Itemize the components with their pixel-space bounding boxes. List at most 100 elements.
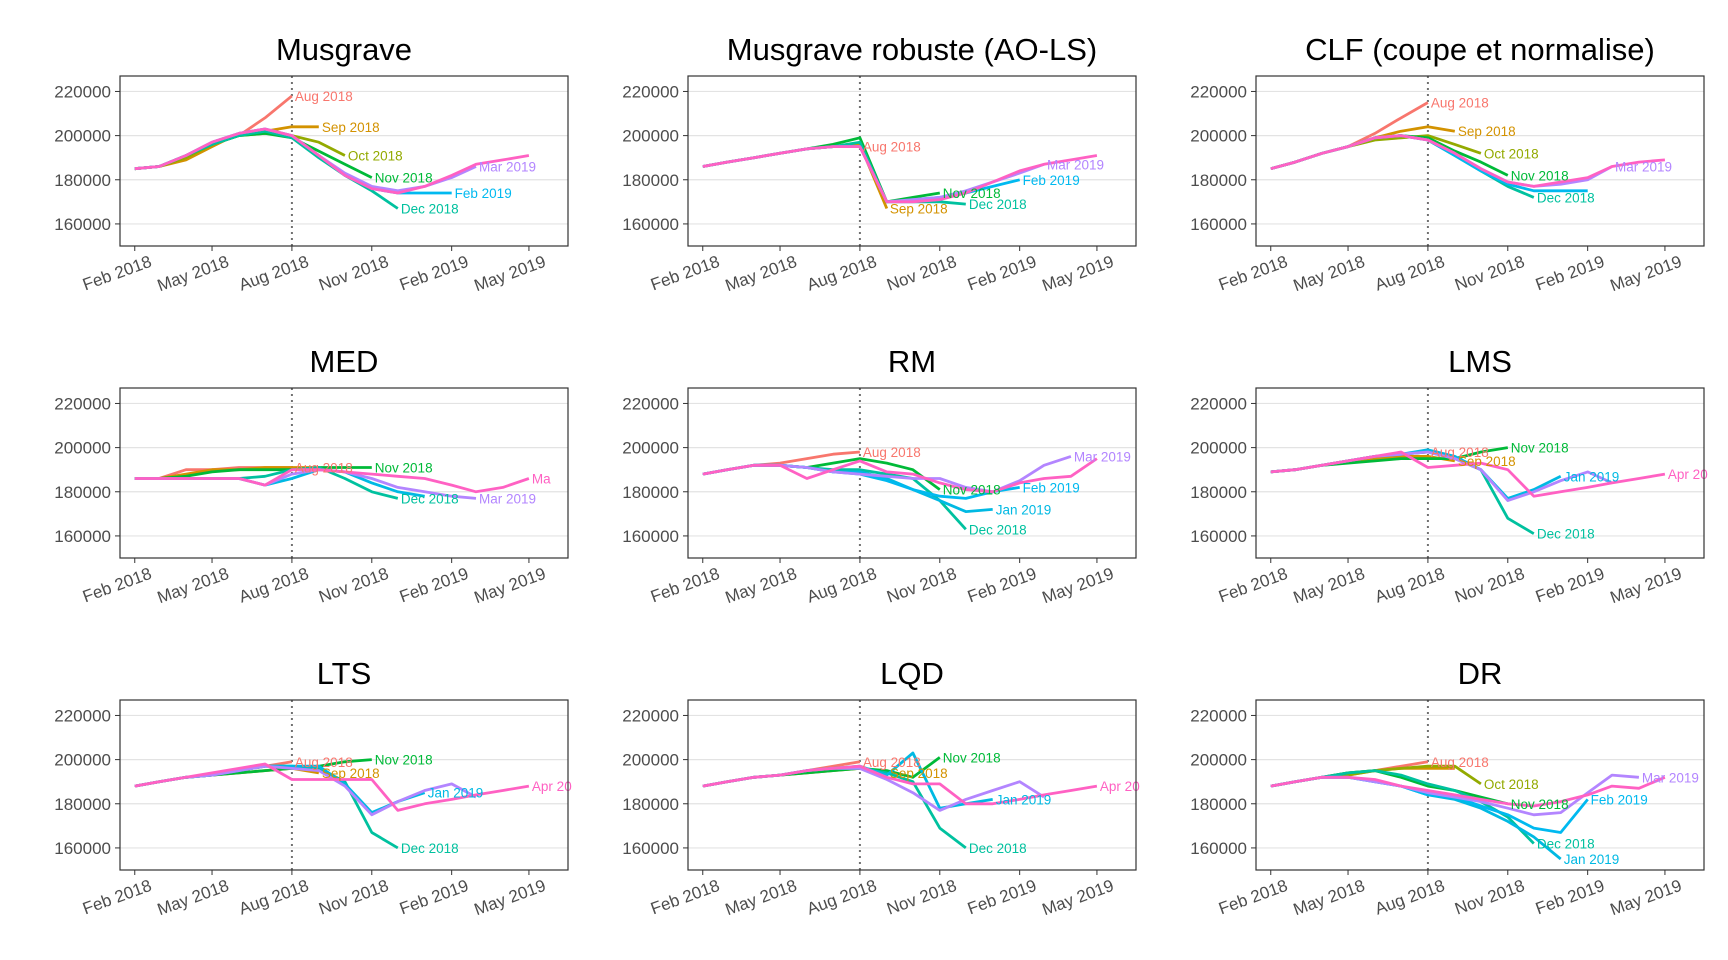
- x-tick-label: Nov 2018: [316, 252, 391, 295]
- x-tick-label: Nov 2018: [1452, 564, 1527, 607]
- x-tick-label: Feb 2019: [965, 564, 1039, 606]
- x-tick-label: Aug 2018: [236, 564, 311, 607]
- x-tick-label: May 2019: [1608, 252, 1685, 295]
- x-tick-label: Feb 2019: [397, 564, 471, 606]
- x-tick-label: May 2019: [472, 876, 549, 919]
- x-tick-label: May 2019: [1608, 876, 1685, 919]
- series-label: Dec 2018: [969, 197, 1027, 212]
- x-tick-label: Nov 2018: [884, 252, 959, 295]
- series-label: Jan 2019: [996, 792, 1052, 807]
- x-tick-label: May 2019: [1608, 564, 1685, 607]
- series-label: Aug 2018: [295, 460, 353, 475]
- x-tick-label: Feb 2018: [648, 564, 722, 606]
- y-tick-label: 200000: [1190, 751, 1247, 770]
- series-label: Nov 2018: [375, 753, 433, 768]
- x-tick-label: Nov 2018: [884, 564, 959, 607]
- chart-title: LTS: [317, 656, 372, 691]
- series-label: Jan 2019: [428, 786, 484, 801]
- y-tick-label: 200000: [54, 439, 111, 458]
- series-label: Sep 2018: [322, 766, 380, 781]
- series-label: Aug 2018: [863, 140, 921, 155]
- x-tick-label: Aug 2018: [804, 252, 879, 295]
- series-label: Ma: [532, 472, 551, 487]
- x-tick-label: Nov 2018: [884, 876, 959, 919]
- y-tick-label: 160000: [1190, 215, 1247, 234]
- series-label: Dec 2018: [1537, 527, 1595, 542]
- y-tick-label: 180000: [622, 171, 679, 190]
- x-tick-label: May 2018: [723, 876, 800, 919]
- chart-title: MED: [310, 344, 379, 379]
- series-label: Sep 2018: [1458, 454, 1516, 469]
- panel-border: [119, 699, 569, 871]
- y-tick-label: 180000: [1190, 795, 1247, 814]
- series-line: [1270, 134, 1666, 188]
- y-tick-label: 200000: [54, 751, 111, 770]
- series-label: Aug 2018: [295, 755, 353, 770]
- y-tick-label: 160000: [54, 527, 111, 546]
- series-label: Feb 2019: [1023, 480, 1080, 495]
- series-line: [134, 764, 477, 817]
- y-tick-label: 200000: [1190, 439, 1247, 458]
- y-tick-label: 160000: [1190, 839, 1247, 858]
- panel-border: [687, 699, 1137, 871]
- series-label: Nov 2018: [1511, 797, 1569, 812]
- series-label: Jan 2019: [1564, 469, 1620, 484]
- x-tick-label: May 2018: [155, 876, 232, 919]
- y-tick-label: 220000: [622, 394, 679, 413]
- y-tick-label: 200000: [54, 127, 111, 146]
- x-tick-label: May 2018: [723, 252, 800, 295]
- series-label: Nov 2018: [1511, 168, 1569, 183]
- x-tick-label: Aug 2018: [236, 252, 311, 295]
- y-tick-label: 180000: [1190, 483, 1247, 502]
- x-tick-label: May 2019: [1040, 564, 1117, 607]
- series-label: Mar 2019: [1074, 449, 1131, 464]
- x-tick-label: Feb 2019: [965, 876, 1039, 918]
- series-label: Nov 2018: [375, 171, 433, 186]
- series-line: [1270, 775, 1666, 808]
- x-tick-label: Feb 2018: [1216, 252, 1290, 294]
- x-tick-label: Nov 2018: [316, 876, 391, 919]
- y-tick-label: 160000: [54, 839, 111, 858]
- x-tick-label: Feb 2018: [80, 876, 154, 918]
- y-tick-label: 160000: [622, 839, 679, 858]
- chart-title: RM: [888, 344, 936, 379]
- y-tick-label: 200000: [1190, 127, 1247, 146]
- series-label: Apr 20: [532, 779, 572, 794]
- chart-panel: DR 220000 200000 180000 160000 Aug 2018 Oct 20…: [1190, 656, 1705, 919]
- series-label: Apr 20: [1668, 467, 1708, 482]
- y-tick-label: 160000: [54, 215, 111, 234]
- series-line: [134, 125, 319, 171]
- series-label: Jan 2019: [1564, 852, 1620, 867]
- series-label: Jan 2019: [996, 502, 1052, 517]
- y-tick-label: 160000: [1190, 527, 1247, 546]
- panel-border: [1255, 387, 1705, 559]
- chart-title: Musgrave robuste (AO-LS): [727, 32, 1097, 67]
- x-tick-label: May 2018: [1291, 876, 1368, 919]
- panel-border: [687, 75, 1137, 247]
- series-label: Apr 20: [1100, 779, 1140, 794]
- x-tick-label: Nov 2018: [1452, 252, 1527, 295]
- series-label: Aug 2018: [295, 89, 353, 104]
- panel-border: [119, 387, 569, 559]
- chart-title: LMS: [1448, 344, 1512, 379]
- series-line: [702, 463, 967, 531]
- series-label: Dec 2018: [969, 522, 1027, 537]
- series-label: Nov 2018: [943, 483, 1001, 498]
- series-line: [1270, 450, 1666, 498]
- x-tick-label: Aug 2018: [1372, 876, 1447, 919]
- x-tick-label: Aug 2018: [1372, 564, 1447, 607]
- series-line: [702, 457, 1098, 494]
- chart-title: CLF (coupe et normalise): [1305, 32, 1655, 67]
- x-tick-label: May 2019: [1040, 876, 1117, 919]
- y-tick-label: 220000: [1190, 706, 1247, 725]
- x-tick-label: Aug 2018: [804, 564, 879, 607]
- y-tick-label: 180000: [54, 483, 111, 502]
- series-label: Mar 2019: [1642, 770, 1699, 785]
- y-tick-label: 220000: [54, 394, 111, 413]
- series-label: Aug 2018: [1431, 445, 1489, 460]
- y-tick-label: 220000: [622, 706, 679, 725]
- series-label: Feb 2019: [1591, 792, 1648, 807]
